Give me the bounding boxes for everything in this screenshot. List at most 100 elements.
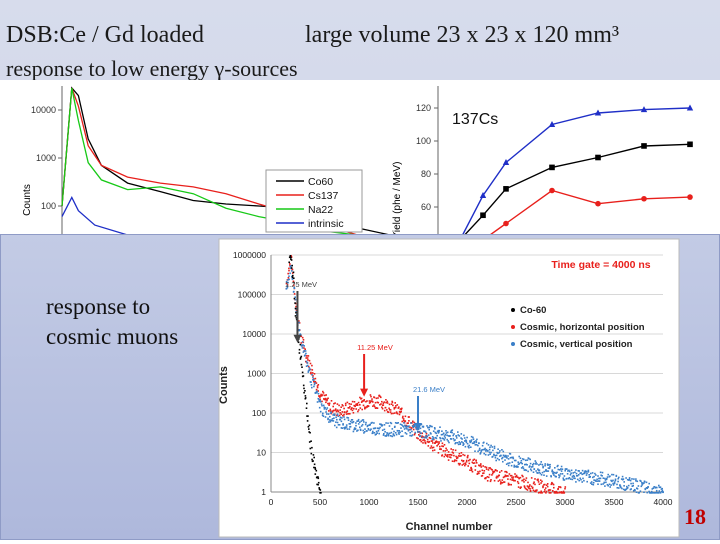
muon-point-vertical [601, 471, 604, 474]
muon-point-co60 [304, 397, 307, 399]
muon-point-horizontal [483, 472, 485, 474]
muon-point-vertical [635, 480, 637, 482]
muon-point-vertical [326, 413, 328, 415]
muon-point-co60 [295, 316, 298, 319]
muon-point-vertical [407, 429, 410, 432]
muon-point-vertical [633, 478, 635, 480]
muon-point-horizontal [383, 409, 386, 412]
muon-point-vertical [521, 462, 523, 465]
muon-point-vertical [537, 468, 539, 470]
muon-point-horizontal [509, 478, 512, 481]
muon-point-vertical [338, 424, 341, 426]
yield-point-blue [502, 158, 510, 165]
muon-point-horizontal [458, 452, 461, 455]
muon-point-horizontal [293, 293, 296, 295]
muon-point-vertical [606, 483, 609, 486]
muon-point-horizontal [360, 401, 363, 403]
muon-point-vertical [561, 473, 564, 475]
muon-point-horizontal [452, 452, 455, 454]
muon-point-vertical [369, 429, 372, 432]
yield-series-black [459, 143, 691, 241]
muon-point-horizontal [439, 445, 441, 448]
muon-point-co60 [290, 258, 292, 260]
muon-point-vertical [562, 479, 565, 481]
muon-point-vertical [506, 457, 508, 459]
muon-point-vertical [433, 437, 435, 439]
muon-point-vertical [662, 491, 664, 494]
muon-point-vertical [444, 433, 447, 436]
muon-point-vertical [575, 469, 577, 471]
muon-point-vertical [419, 435, 422, 437]
muon-point-horizontal [497, 480, 500, 482]
muon-point-horizontal [373, 396, 376, 399]
muon-point-vertical [494, 456, 497, 459]
muon-point-vertical [325, 408, 328, 411]
muon-point-horizontal [540, 490, 542, 493]
muon-point-horizontal [295, 309, 298, 311]
muon-point-vertical [542, 465, 544, 468]
muon-point-vertical [463, 443, 465, 445]
muon-point-vertical [335, 416, 337, 419]
muon-point-horizontal [396, 412, 399, 415]
muon-point-horizontal [357, 410, 359, 413]
muon-point-vertical [470, 446, 472, 448]
muon-point-vertical [332, 414, 334, 416]
muon-point-horizontal [369, 401, 372, 404]
muon-point-vertical [659, 492, 662, 494]
muon-point-vertical [513, 466, 515, 468]
muon-point-vertical [362, 419, 365, 421]
muon-point-vertical [386, 432, 388, 434]
muon-point-vertical [375, 433, 377, 435]
muon-point-vertical [473, 440, 476, 443]
muon-point-horizontal [359, 407, 362, 409]
muon-point-horizontal [422, 442, 424, 444]
muon-point-vertical [337, 415, 340, 417]
muon-point-co60 [304, 390, 306, 392]
muon-point-horizontal [341, 411, 344, 413]
muon-point-horizontal [427, 445, 430, 447]
muon-point-vertical [294, 296, 296, 298]
muon-point-vertical [408, 428, 410, 431]
muon-point-vertical [387, 434, 390, 437]
muon-point-vertical [345, 424, 348, 426]
muon-point-horizontal [393, 408, 396, 410]
muon-point-vertical [396, 422, 398, 424]
muon-point-vertical [577, 470, 580, 472]
muon-point-vertical [425, 435, 427, 437]
muon-point-vertical [377, 430, 380, 432]
muon-point-horizontal [287, 277, 290, 279]
muon-point-vertical [477, 450, 479, 453]
muon-point-horizontal [499, 483, 502, 485]
muon-point-vertical [344, 426, 347, 428]
muon-point-vertical [423, 430, 425, 432]
muon-legend-label: Cosmic, vertical position [520, 339, 633, 350]
muon-point-vertical [298, 329, 301, 331]
muon-point-horizontal [489, 480, 492, 483]
muon-point-vertical [519, 457, 522, 459]
muon-point-vertical [557, 468, 560, 471]
muon-point-vertical [545, 470, 547, 472]
muon-point-vertical [578, 470, 580, 472]
muon-point-vertical [333, 417, 335, 419]
muon-point-horizontal [394, 412, 396, 414]
muon-point-horizontal [532, 489, 535, 492]
muon-point-vertical [324, 416, 327, 418]
muon-point-vertical [517, 461, 519, 463]
muon-point-vertical [483, 452, 485, 455]
muon-point-vertical [532, 464, 534, 466]
muon-point-horizontal [458, 464, 461, 466]
muon-point-vertical [544, 463, 546, 465]
muon-point-horizontal [532, 482, 535, 485]
muon-point-vertical [507, 464, 510, 467]
muon-point-horizontal [327, 402, 329, 405]
muon-point-vertical [334, 424, 336, 427]
muon-point-vertical [636, 488, 639, 490]
spectra-y-tick-label: 10000 [31, 105, 56, 115]
muon-point-vertical [660, 488, 663, 490]
muon-point-horizontal [364, 407, 367, 409]
muon-point-horizontal [554, 492, 557, 494]
muon-point-horizontal [480, 466, 483, 468]
muon-point-vertical [612, 479, 614, 482]
yield-point-blue [594, 109, 602, 116]
muon-point-vertical [501, 449, 503, 451]
